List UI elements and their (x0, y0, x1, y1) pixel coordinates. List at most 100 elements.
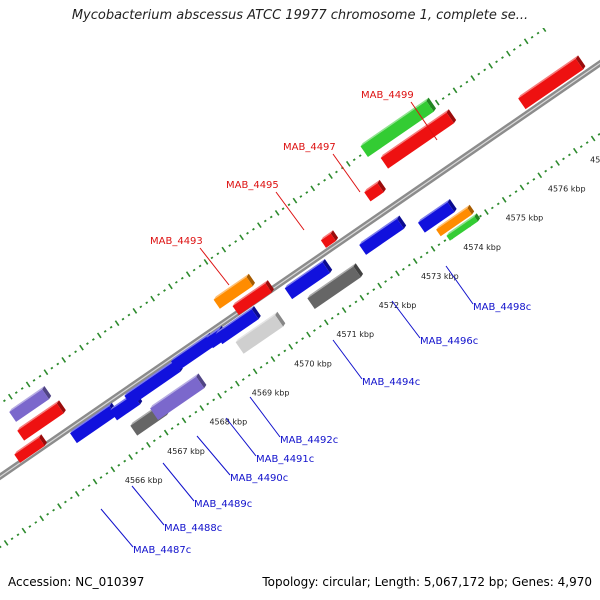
gene-feature[interactable] (320, 230, 339, 248)
gene-label-leader (391, 300, 421, 339)
track-tick (217, 392, 222, 399)
gene-body[interactable] (417, 202, 455, 233)
track-tick (496, 202, 500, 206)
track-tick (257, 222, 262, 229)
track-tick (174, 280, 178, 284)
track-tick (508, 194, 512, 198)
gene-label-leader (131, 485, 165, 526)
track-tick (163, 289, 166, 292)
gene-label-reverse[interactable]: MAB_4488c (164, 523, 222, 534)
gene-feature[interactable] (213, 273, 256, 309)
gene-label-forward[interactable]: MAB_4499 (361, 90, 414, 101)
gene-label-reverse[interactable]: MAB_4496c (420, 336, 478, 347)
gene-body[interactable] (17, 403, 64, 441)
gene-body[interactable] (9, 389, 49, 422)
gene-body[interactable] (380, 112, 454, 169)
gene-feature[interactable] (518, 55, 586, 110)
gene-feature[interactable] (436, 204, 475, 237)
gene-body[interactable] (150, 376, 205, 421)
gene-feature[interactable] (446, 213, 481, 241)
gene-body[interactable] (359, 218, 404, 255)
track-tick (87, 484, 91, 488)
gene-feature[interactable] (150, 373, 207, 421)
gene-body[interactable] (213, 277, 253, 309)
gene-label-forward[interactable]: MAB_4495 (226, 180, 279, 191)
track-tick (141, 447, 144, 451)
track-tick (519, 184, 525, 191)
backbone-highlight (0, 62, 600, 478)
gene-body[interactable] (518, 58, 584, 110)
gene-body[interactable] (446, 216, 478, 241)
track-tick (341, 307, 347, 313)
track-tick (562, 157, 565, 161)
gene-body[interactable] (364, 183, 384, 202)
track-tick (318, 325, 322, 328)
gene-feature[interactable] (307, 263, 364, 310)
gene-label-reverse[interactable]: MAB_4487c (133, 545, 191, 556)
gene-feature[interactable] (14, 434, 47, 463)
gene-body[interactable] (171, 336, 215, 372)
track-tick (483, 68, 487, 72)
gene-feature[interactable] (232, 280, 274, 316)
gene-side-face (330, 230, 339, 242)
gene-label-leader (199, 247, 230, 286)
gene-body[interactable] (436, 208, 472, 237)
gene-features[interactable] (9, 55, 586, 463)
track-tick (56, 362, 60, 366)
scale-tick-label: 4568 kbp (209, 418, 247, 427)
track-tick (265, 361, 269, 365)
gene-feature[interactable] (215, 305, 261, 345)
gene-label-leader (249, 396, 281, 438)
gene-body[interactable] (70, 406, 117, 444)
track-tick (150, 295, 156, 302)
track-tick (336, 312, 340, 316)
track-tick (407, 263, 411, 267)
gene-top-face (446, 213, 477, 236)
gene-side-face (474, 213, 481, 222)
track-tick (20, 387, 24, 390)
gene-label-reverse[interactable]: MAB_4489c (194, 499, 252, 510)
track-tick (295, 341, 299, 345)
gene-label-reverse[interactable]: MAB_4498c (473, 302, 531, 313)
track-tick (185, 271, 191, 278)
gene-label-reverse[interactable]: MAB_4494c (362, 377, 420, 388)
gene-labels[interactable]: MAB_4493 MAB_4495 MAB_4497 MAB_4499 MAB_4487… (100, 90, 531, 556)
gene-label-leader (196, 435, 231, 476)
gene-body[interactable] (284, 262, 331, 300)
gene-body[interactable] (14, 437, 45, 463)
gene-body[interactable] (320, 233, 336, 248)
track-tick (109, 325, 113, 329)
gene-body[interactable] (235, 315, 284, 354)
gene-body[interactable] (307, 266, 361, 310)
track-tick (121, 317, 125, 321)
gene-feature[interactable] (359, 215, 407, 255)
gene-body[interactable] (124, 361, 181, 406)
track-tick (283, 349, 287, 353)
gene-label-reverse[interactable]: MAB_4491c (256, 454, 314, 465)
track-tick (7, 393, 13, 400)
gene-feature[interactable] (17, 400, 66, 441)
gene-label-reverse[interactable]: MAB_4492c (280, 435, 338, 446)
gene-body[interactable] (215, 309, 259, 345)
track-tick (477, 72, 481, 76)
gene-label-forward[interactable]: MAB_4493 (150, 236, 203, 247)
gene-label-reverse[interactable]: MAB_4490c (230, 473, 288, 484)
track-tick (306, 331, 311, 338)
gene-side-face (196, 373, 207, 389)
gene-label-forward[interactable]: MAB_4497 (283, 142, 336, 153)
gene-side-face (265, 280, 274, 293)
gene-body[interactable] (360, 100, 434, 158)
track-tick (572, 147, 578, 154)
gene-feature[interactable] (235, 311, 286, 354)
track-tick (537, 172, 543, 179)
gene-body[interactable] (232, 283, 272, 316)
gene-feature[interactable] (9, 385, 52, 422)
gene-feature[interactable] (380, 109, 457, 169)
gene-feature[interactable] (364, 179, 386, 202)
gene-feature[interactable] (360, 97, 436, 158)
gene-label-leader (445, 265, 474, 305)
gene-feature[interactable] (284, 258, 333, 300)
track-tick (135, 451, 138, 455)
gene-feature[interactable] (417, 198, 457, 233)
